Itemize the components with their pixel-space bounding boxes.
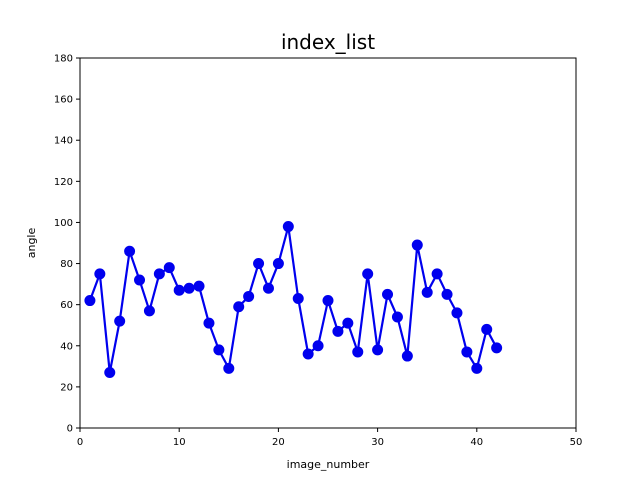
data-point: [431, 268, 443, 280]
data-point: [183, 282, 195, 294]
data-point: [471, 362, 483, 374]
data-point: [143, 305, 155, 317]
data-point: [193, 280, 205, 292]
data-point: [94, 268, 106, 280]
data-point: [292, 293, 304, 304]
data-point: [213, 344, 225, 356]
data-point: [253, 258, 265, 270]
data-point: [233, 301, 245, 313]
y-tick-label: 60: [60, 300, 73, 311]
data-point: [84, 295, 96, 307]
y-tick-label: 0: [67, 424, 73, 435]
y-tick-label: 180: [54, 54, 73, 65]
data-point: [451, 307, 463, 319]
x-axis: 0 10 20 30 40 50: [77, 428, 583, 448]
data-point: [312, 340, 324, 352]
data-point: [332, 325, 344, 337]
data-point: [362, 268, 374, 280]
data-point: [322, 295, 334, 307]
data-point: [173, 284, 185, 296]
data-point: [223, 362, 235, 374]
data-point: [153, 268, 165, 280]
data-point: [124, 245, 136, 257]
data-point: [382, 288, 394, 300]
x-tick-label: 20: [272, 437, 285, 448]
data-point: [262, 282, 274, 294]
x-tick-label: 0: [77, 437, 83, 448]
data-point: [421, 286, 433, 298]
y-tick-label: 40: [60, 341, 73, 352]
y-tick-label: 80: [60, 259, 73, 270]
data-point: [243, 290, 255, 302]
data-point: [372, 344, 384, 356]
x-tick-label: 30: [371, 437, 384, 448]
x-axis-label: image_number: [287, 458, 370, 471]
y-tick-label: 160: [54, 95, 73, 106]
data-point: [391, 311, 403, 323]
x-tick-label: 10: [173, 437, 186, 448]
data-point: [282, 221, 294, 233]
y-tick-label: 20: [60, 382, 73, 393]
data-point: [491, 342, 503, 354]
y-tick-label: 140: [54, 136, 73, 147]
plot-area: [79, 57, 577, 429]
series-layer: [84, 221, 503, 378]
data-point: [342, 317, 354, 329]
data-point: [163, 262, 175, 274]
y-tick-label: 120: [54, 177, 73, 188]
y-axis-label: angle: [25, 228, 38, 259]
data-point: [134, 274, 146, 286]
data-point: [114, 315, 126, 327]
x-tick-label: 40: [470, 437, 483, 448]
plot-frame: [79, 57, 577, 429]
x-tick-label: 50: [570, 437, 583, 448]
data-point: [272, 258, 284, 270]
data-point: [352, 346, 364, 358]
data-point: [461, 346, 473, 358]
chart-title: index_list: [281, 30, 375, 54]
y-tick-label: 100: [54, 218, 73, 229]
data-point: [203, 317, 215, 329]
data-point: [401, 350, 413, 362]
data-point: [441, 288, 453, 300]
data-point: [481, 323, 493, 335]
data-point: [411, 239, 423, 251]
y-axis: 0 20 40 60 80 100 120 140 160 180: [54, 54, 80, 435]
data-point: [104, 367, 116, 378]
data-point: [302, 348, 314, 360]
